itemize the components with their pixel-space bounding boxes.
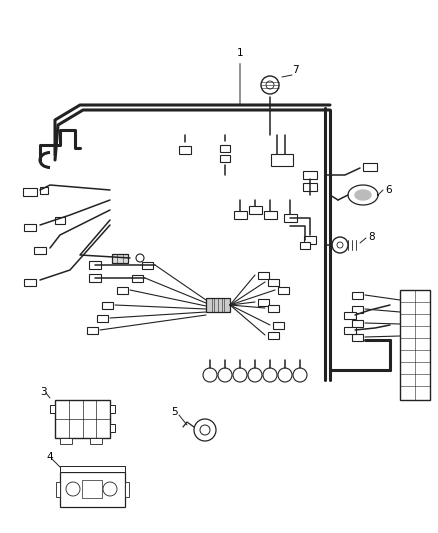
Bar	[352, 334, 363, 341]
Bar	[272, 321, 283, 328]
Text: 6: 6	[385, 185, 392, 195]
Bar	[60, 466, 125, 472]
Bar	[24, 223, 36, 230]
Polygon shape	[355, 190, 371, 200]
Bar	[300, 241, 310, 248]
Bar	[102, 302, 113, 309]
Bar	[112, 254, 128, 262]
Polygon shape	[348, 185, 378, 205]
Bar	[55, 216, 65, 223]
Circle shape	[337, 242, 343, 248]
Bar	[110, 424, 115, 432]
Bar	[34, 246, 46, 254]
Circle shape	[200, 425, 210, 435]
Text: 4: 4	[47, 452, 53, 462]
Text: 5: 5	[172, 407, 178, 417]
Circle shape	[266, 81, 274, 89]
Bar	[233, 211, 247, 219]
Circle shape	[218, 368, 232, 382]
Bar	[344, 311, 356, 319]
Bar	[24, 279, 36, 286]
Text: 3: 3	[40, 387, 46, 397]
Bar	[55, 400, 110, 438]
Bar	[220, 155, 230, 161]
Bar	[268, 332, 279, 338]
Bar	[400, 290, 430, 400]
Bar	[117, 287, 127, 294]
Circle shape	[278, 368, 292, 382]
Circle shape	[261, 76, 279, 94]
Bar	[352, 319, 363, 327]
Circle shape	[66, 482, 80, 496]
Circle shape	[194, 419, 216, 441]
Bar	[96, 314, 107, 321]
Circle shape	[233, 368, 247, 382]
Circle shape	[248, 368, 262, 382]
Bar	[60, 438, 72, 444]
Text: 8: 8	[368, 232, 374, 242]
Bar	[278, 287, 289, 294]
Circle shape	[203, 368, 217, 382]
Bar	[303, 183, 317, 191]
Bar	[363, 163, 377, 171]
Bar	[89, 274, 101, 282]
Circle shape	[332, 237, 348, 253]
Bar	[206, 298, 230, 312]
Bar	[179, 146, 191, 154]
Bar	[258, 271, 268, 279]
Bar	[82, 480, 102, 498]
Bar	[110, 405, 115, 413]
Bar	[258, 298, 268, 305]
Bar	[303, 171, 317, 179]
Bar	[40, 187, 48, 193]
Bar	[141, 262, 152, 269]
Circle shape	[263, 368, 277, 382]
Bar	[86, 327, 98, 334]
Bar	[90, 438, 102, 444]
Circle shape	[136, 254, 144, 262]
Bar	[125, 482, 129, 497]
Text: 7: 7	[292, 65, 299, 75]
Bar	[352, 305, 363, 312]
Bar	[268, 304, 279, 311]
Bar	[89, 261, 101, 269]
Bar	[220, 144, 230, 151]
Bar	[50, 405, 55, 413]
Bar	[352, 292, 363, 298]
Bar	[23, 188, 37, 196]
Bar	[131, 274, 142, 281]
Bar	[283, 214, 297, 222]
Bar	[264, 211, 276, 219]
Bar	[248, 206, 261, 214]
Circle shape	[293, 368, 307, 382]
Bar	[271, 154, 293, 166]
Bar	[56, 482, 60, 497]
Text: 1: 1	[237, 48, 244, 105]
Bar	[304, 236, 316, 244]
Bar	[60, 472, 125, 507]
Circle shape	[103, 482, 117, 496]
Bar	[344, 327, 356, 334]
Bar	[268, 279, 279, 286]
